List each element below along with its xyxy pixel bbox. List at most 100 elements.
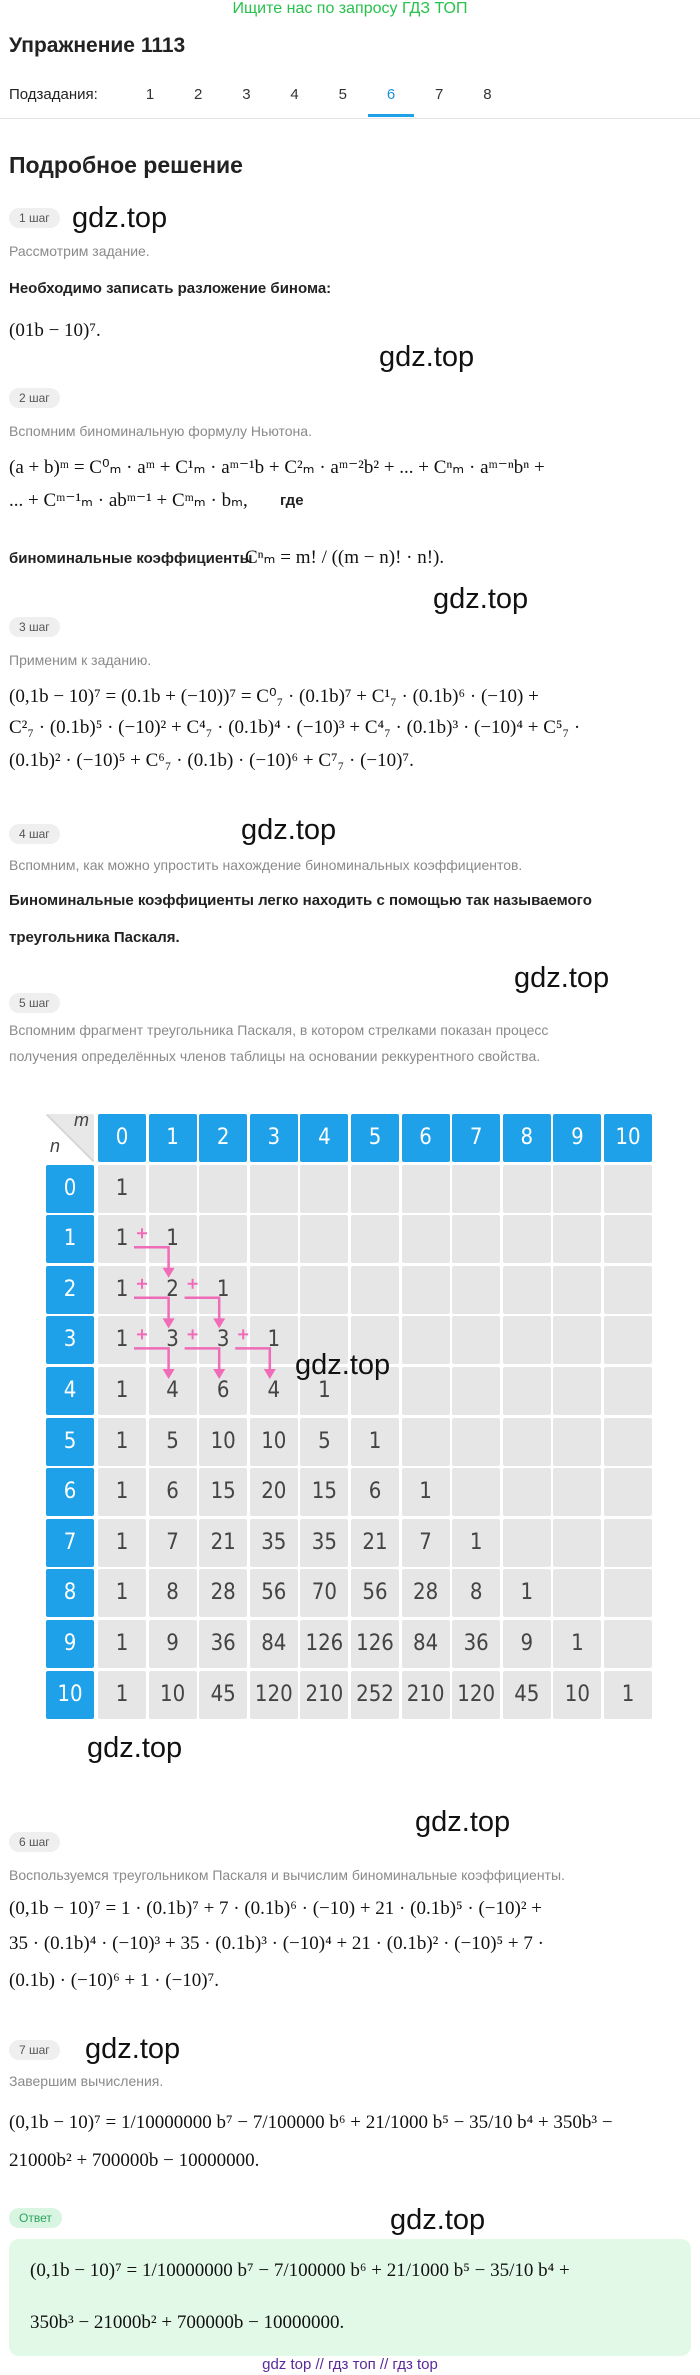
table-cell: 10 <box>249 1417 298 1466</box>
empty-cell <box>553 1367 602 1415</box>
formula: 21000b² + 700000b − 10000000. <box>9 2150 260 2171</box>
empty-cell <box>604 1569 652 1618</box>
plus-sign <box>137 1329 147 1340</box>
active-underline <box>368 114 414 117</box>
subtask-tab[interactable]: 3 <box>242 86 251 103</box>
table-cell: 6 <box>199 1367 248 1415</box>
formula: 35 · (0.1b)⁴ · (−10)³ + 35 · (0.1b)³ · (… <box>9 1933 544 1954</box>
table-cell: 1 <box>98 1620 146 1668</box>
empty-cell <box>401 1164 450 1213</box>
column-header: 7 <box>452 1114 501 1162</box>
empty-cell <box>199 1215 248 1264</box>
table-cell: 1 <box>98 1468 146 1517</box>
table-cell: 45 <box>502 1670 551 1719</box>
watermark: gdz.top <box>295 1349 391 1381</box>
table-cell: 7 <box>148 1518 197 1567</box>
empty-cell <box>300 1164 349 1213</box>
row-header: 8 <box>46 1569 94 1618</box>
table-cell: 4 <box>148 1367 197 1415</box>
subtask-tab[interactable]: 2 <box>194 86 203 103</box>
table-cell: 1 <box>98 1215 146 1264</box>
subtask-tab[interactable]: 5 <box>338 86 347 103</box>
row-header: 5 <box>46 1417 94 1466</box>
table-cell: 5 <box>148 1417 197 1466</box>
row-header: 3 <box>46 1316 94 1365</box>
coef-label: биноминальные коэффициенты <box>9 550 253 567</box>
banner[interactable]: Ищите нас по запросу ГДЗ ТОП <box>232 0 468 17</box>
table-cell: 28 <box>401 1569 450 1618</box>
empty-cell <box>351 1215 399 1264</box>
formula: (0.1b)² · (−10)⁵ + C⁶₇ · (0.1b) · (−10)⁶… <box>9 750 414 771</box>
section-title: Подробное решение <box>9 152 243 178</box>
empty-cell <box>502 1164 551 1213</box>
table-cell: 35 <box>300 1518 349 1567</box>
table-cell: 7 <box>401 1518 450 1567</box>
subtask-tab[interactable]: 4 <box>290 86 299 103</box>
column-header: 8 <box>502 1114 551 1162</box>
watermark: gdz.top <box>72 202 168 234</box>
column-header: 4 <box>300 1114 349 1162</box>
column-header: 6 <box>401 1114 450 1162</box>
footer[interactable]: gdz top // гдз топ // гдз top <box>262 2356 438 2373</box>
table-cell: 3 <box>148 1316 197 1365</box>
empty-cell <box>249 1215 298 1264</box>
empty-cell <box>604 1468 652 1517</box>
arrow <box>235 1347 272 1375</box>
empty-cell <box>502 1417 551 1466</box>
step-badge: 5 шаг <box>9 993 60 1013</box>
table-cell: 56 <box>249 1569 298 1618</box>
table-cell: 1 <box>98 1670 146 1719</box>
table-cell: 210 <box>401 1670 450 1719</box>
empty-cell <box>452 1468 501 1517</box>
row-header: 6 <box>46 1468 94 1517</box>
empty-cell <box>553 1215 602 1264</box>
arrow <box>134 1347 170 1375</box>
empty-cell <box>452 1367 501 1415</box>
subtask-tab[interactable]: 6 <box>386 86 396 103</box>
plus-sign <box>187 1278 198 1289</box>
empty-cell <box>199 1164 248 1213</box>
empty-cell <box>553 1265 602 1314</box>
table-cell: 6 <box>351 1468 399 1517</box>
empty-cell <box>300 1316 349 1365</box>
table-cell: 1 <box>604 1670 652 1719</box>
table-cell: 10 <box>199 1417 248 1466</box>
table-cell: 2 <box>148 1265 197 1314</box>
empty-cell <box>452 1316 501 1365</box>
watermark: gdz.top <box>390 2204 486 2236</box>
table-cell: 1 <box>98 1518 146 1567</box>
empty-cell <box>553 1417 602 1466</box>
arrow <box>134 1296 170 1325</box>
step-note: Вспомним, как можно упростить нахождение… <box>9 857 523 873</box>
table-cell: 10 <box>553 1670 602 1719</box>
row-header: 10 <box>46 1670 94 1719</box>
table-cell: 5 <box>300 1417 349 1466</box>
empty-cell <box>401 1417 450 1466</box>
formula: (0.1b) · (−10)⁶ + 1 · (−10)⁷. <box>9 1970 220 1991</box>
table-cell: 120 <box>452 1670 501 1719</box>
empty-cell <box>502 1367 551 1415</box>
table-cell: 120 <box>249 1670 298 1719</box>
m-label: m <box>74 1110 89 1130</box>
empty-cell <box>401 1367 450 1415</box>
formula: ... + Cᵐ⁻¹ₘ · abᵐ⁻¹ + Cᵐₘ · bₘ, <box>9 490 248 511</box>
table-cell: 4 <box>249 1367 298 1415</box>
subtask-tab[interactable]: 7 <box>435 86 444 103</box>
table-cell: 45 <box>199 1670 248 1719</box>
empty-cell <box>452 1164 501 1213</box>
empty-cell <box>452 1417 501 1466</box>
step-text: Необходимо записать разложение бинома: <box>9 280 332 297</box>
arrow-head <box>162 1369 175 1379</box>
empty-cell <box>502 1518 551 1567</box>
step-badge: 3 шаг <box>9 617 60 637</box>
table-cell: 1 <box>553 1620 602 1668</box>
empty-cell <box>300 1265 349 1314</box>
subtask-tab[interactable]: 1 <box>145 86 155 103</box>
step-badge: 2 шаг <box>9 388 60 408</box>
empty-cell <box>604 1316 652 1365</box>
arrow-head <box>263 1369 276 1379</box>
plus-sign <box>137 1228 147 1239</box>
table-cell: 15 <box>199 1468 248 1517</box>
subtask-tab[interactable]: 8 <box>483 86 492 103</box>
table-cell: 10 <box>148 1670 197 1719</box>
